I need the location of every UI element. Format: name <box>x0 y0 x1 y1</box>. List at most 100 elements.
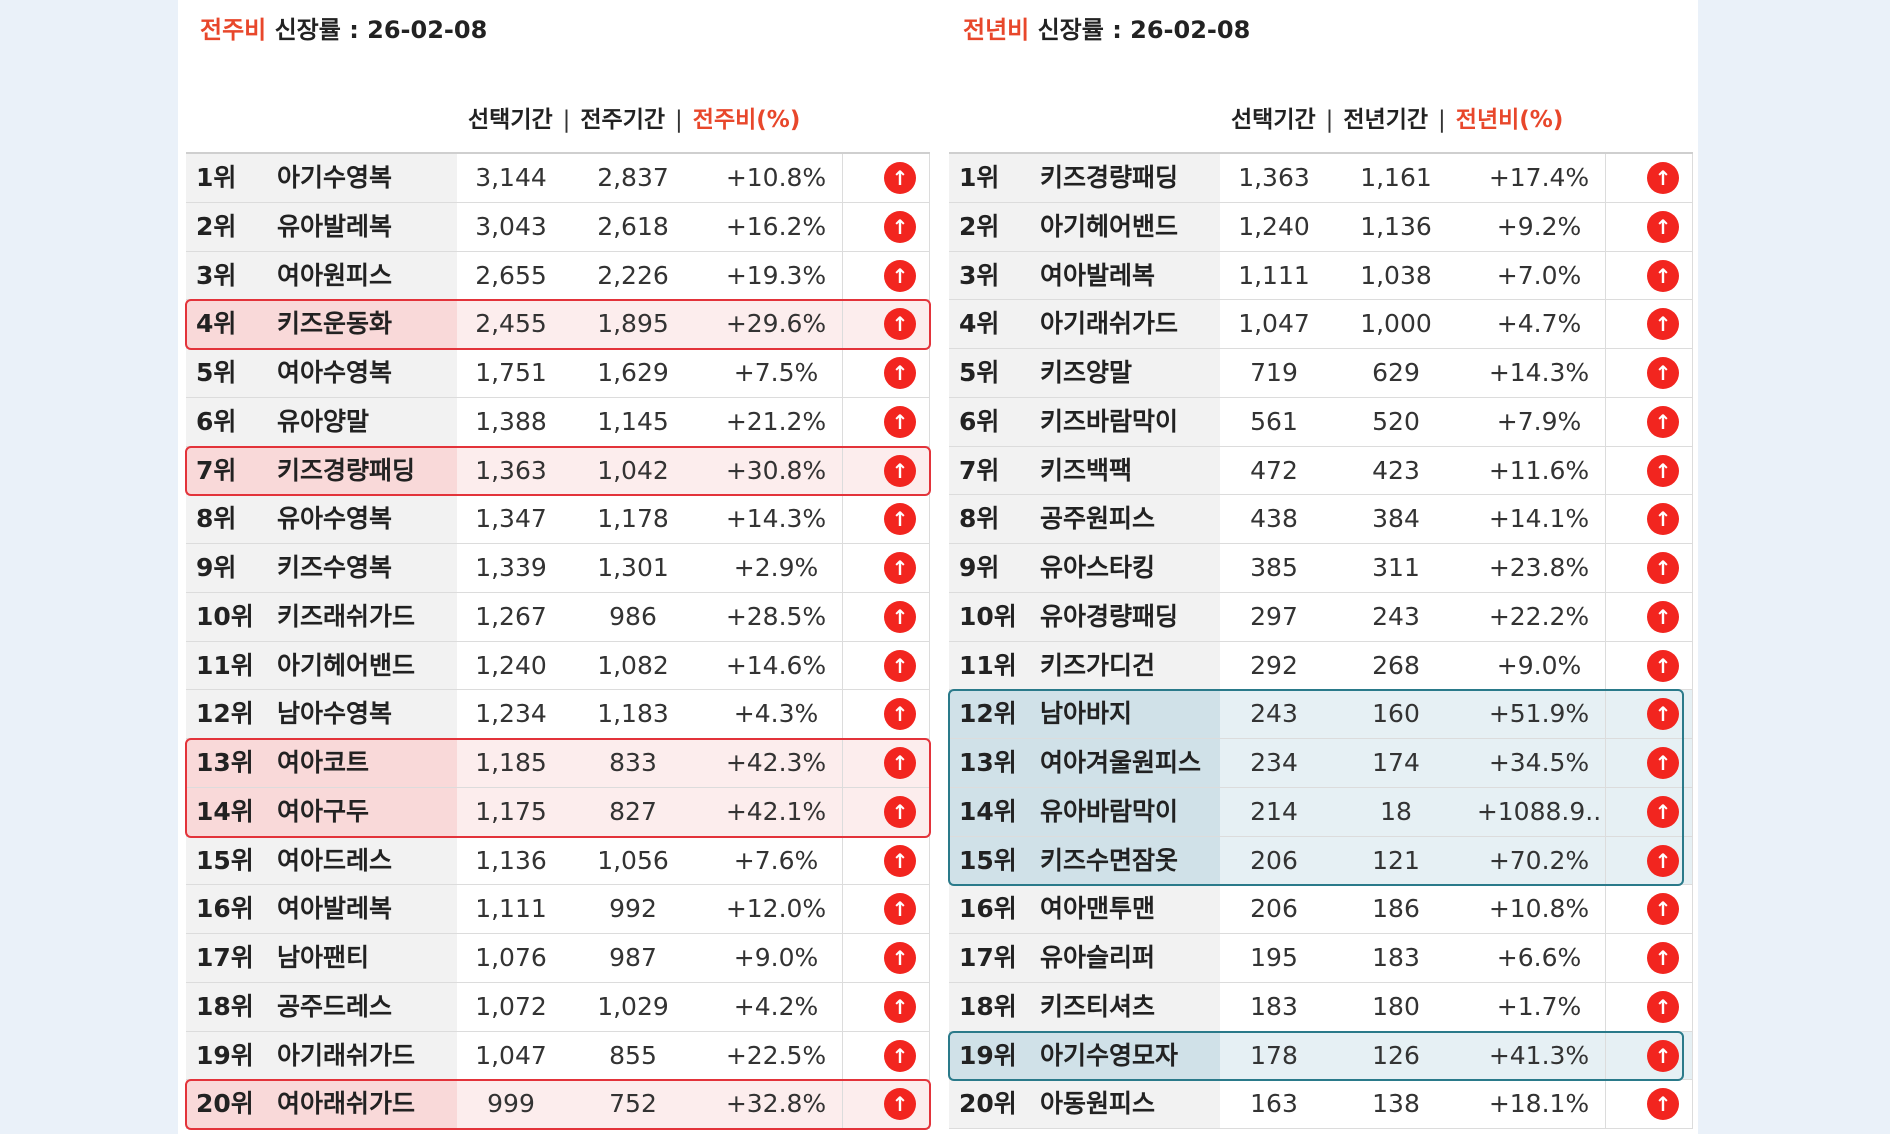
previous-period-value: 1,038 <box>1360 260 1432 290</box>
row-label-background <box>186 739 457 787</box>
growth-percent: +4.3% <box>733 699 819 729</box>
table-row: 17위 유아슬리퍼 195 183 +6.6% ↑ <box>949 934 1693 983</box>
selected-period-value: 1,047 <box>475 1040 547 1070</box>
category-name: 아기수영모자 <box>1040 1040 1179 1070</box>
arrow-up-circle-icon: ↑ <box>884 405 916 438</box>
previous-period-value: 268 <box>1372 650 1420 680</box>
previous-period-value: 160 <box>1372 699 1420 729</box>
arrow-up-circle-icon: ↑ <box>1647 357 1679 389</box>
row-label-background <box>949 1080 1220 1128</box>
growth-percent: +51.9% <box>1488 699 1590 729</box>
row-label-background <box>186 446 457 495</box>
icon-cell <box>1605 349 1693 397</box>
arrow-up-circle-icon: ↑ <box>884 649 916 682</box>
category-name: 아기래쉬가드 <box>1040 309 1179 339</box>
icon-cell <box>842 1031 930 1080</box>
growth-percent: +7.0% <box>1496 260 1582 290</box>
row-label-background <box>186 251 457 300</box>
rank-label: 6위 <box>196 406 237 436</box>
rank-label: 9위 <box>196 553 237 582</box>
previous-period-value: 423 <box>1372 455 1420 485</box>
selected-period-value: 719 <box>1250 358 1298 387</box>
report-canvas: 전주비 신장률 : 26-02-08 선택기간 | 전주기간 | 전주비(%) 1위 아기… <box>178 0 1698 1134</box>
arrow-up-circle-icon: ↑ <box>884 1088 916 1121</box>
category-name: 아기헤어밴드 <box>277 650 416 680</box>
icon-cell <box>842 592 930 641</box>
arrow-up-circle-icon: ↑ <box>1647 795 1679 828</box>
icon-cell <box>1605 1080 1693 1128</box>
selected-period-value: 561 <box>1250 406 1298 436</box>
arrow-up-circle-icon: ↑ <box>884 942 916 974</box>
icon-cell <box>842 836 930 885</box>
row-label-background <box>949 300 1220 348</box>
selected-period-value: 1,047 <box>1238 309 1310 339</box>
growth-percent: +42.3% <box>725 748 827 777</box>
selected-period-value: 178 <box>1250 1040 1298 1070</box>
selected-period-value: 243 <box>1250 699 1298 729</box>
previous-period-value: 1,301 <box>597 553 669 582</box>
selected-period-value: 999 <box>487 1089 535 1119</box>
category-name: 여아발레복 <box>1040 260 1156 290</box>
icon-cell <box>1605 836 1693 885</box>
table-row: 8위 공주원피스 438 384 +14.1% ↑ <box>949 495 1693 544</box>
category-name: 여아맨투맨 <box>1040 894 1156 924</box>
arrow-up-circle-icon: ↑ <box>1647 844 1679 877</box>
panel-title-date: 신장률 : 26-02-08 <box>266 16 488 44</box>
arrow-up-circle-icon: ↑ <box>1647 405 1679 438</box>
table-row: 7위 키즈백팩 472 423 +11.6% ↑ <box>949 446 1693 496</box>
arrow-up-circle-icon: ↑ <box>1647 259 1679 292</box>
previous-period-value: 520 <box>1372 406 1420 436</box>
previous-period-value: 833 <box>609 748 657 777</box>
arrow-up-circle-icon: ↑ <box>884 357 916 389</box>
icon-cell <box>842 544 930 592</box>
rank-label: 19위 <box>196 1040 254 1070</box>
arrow-up-circle-icon: ↑ <box>1647 162 1679 194</box>
table-row: 13위 여아코트 1,185 833 +42.3% ↑ <box>186 739 930 788</box>
row-label-background <box>186 397 457 446</box>
rank-label: 8위 <box>959 504 1000 534</box>
table-row: 20위 아동원피스 163 138 +18.1% ↑ <box>949 1080 1693 1129</box>
previous-period-value: 384 <box>1372 504 1420 534</box>
previous-period-value: 18 <box>1380 796 1412 826</box>
previous-period-value: 827 <box>609 796 657 826</box>
category-name: 유아경량패딩 <box>1040 601 1179 631</box>
table-row: 19위 아기수영모자 178 126 +41.3% ↑ <box>949 1031 1693 1081</box>
previous-period-value: 311 <box>1372 553 1420 582</box>
row-label-background <box>949 787 1220 836</box>
row-label-background <box>186 641 457 690</box>
icon-cell <box>842 934 930 982</box>
category-name: 키즈경량패딩 <box>277 455 416 485</box>
selected-period-value: 1,751 <box>475 358 547 387</box>
category-name: 아기래쉬가드 <box>277 1040 416 1070</box>
icon-cell <box>1605 544 1693 592</box>
selected-period-value: 1,240 <box>475 650 547 680</box>
growth-percent: +29.6% <box>725 309 827 339</box>
rank-label: 7위 <box>959 455 1000 485</box>
selected-period-value: 1,347 <box>475 504 547 534</box>
previous-period-value: 186 <box>1372 894 1420 924</box>
arrow-up-circle-icon: ↑ <box>1647 600 1679 633</box>
rank-label: 15위 <box>196 845 254 875</box>
rank-label: 1위 <box>959 163 1000 192</box>
category-name: 유아슬리퍼 <box>1040 943 1156 972</box>
table-row: 6위 키즈바람막이 561 520 +7.9% ↑ <box>949 397 1693 447</box>
arrow-up-circle-icon: ↑ <box>1647 552 1679 584</box>
category-name: 키즈경량패딩 <box>1040 163 1179 192</box>
category-name: 키즈운동화 <box>277 309 393 339</box>
category-name: 아동원피스 <box>1040 1089 1156 1119</box>
category-name: 남아수영복 <box>277 699 393 729</box>
panel-title-date: 신장률 : 26-02-08 <box>1029 16 1251 44</box>
table-row: 12위 남아바지 243 160 +51.9% ↑ <box>949 690 1693 739</box>
previous-period-value: 1,145 <box>597 406 669 436</box>
growth-percent: +1088.9.. <box>1476 796 1602 826</box>
previous-period-value: 243 <box>1372 601 1420 631</box>
previous-period-value: 1,000 <box>1360 309 1432 339</box>
growth-percent: +70.2% <box>1488 845 1590 875</box>
rank-label: 14위 <box>959 796 1017 826</box>
arrow-up-circle-icon: ↑ <box>884 747 916 779</box>
table-row: 5위 여아수영복 1,751 1,629 +7.5% ↑ <box>186 349 930 398</box>
arrow-up-circle-icon: ↑ <box>884 893 916 926</box>
selected-period-value: 3,043 <box>475 211 547 241</box>
table-row: 11위 아기헤어밴드 1,240 1,082 +14.6% ↑ <box>186 641 930 691</box>
rank-label: 11위 <box>959 650 1017 680</box>
